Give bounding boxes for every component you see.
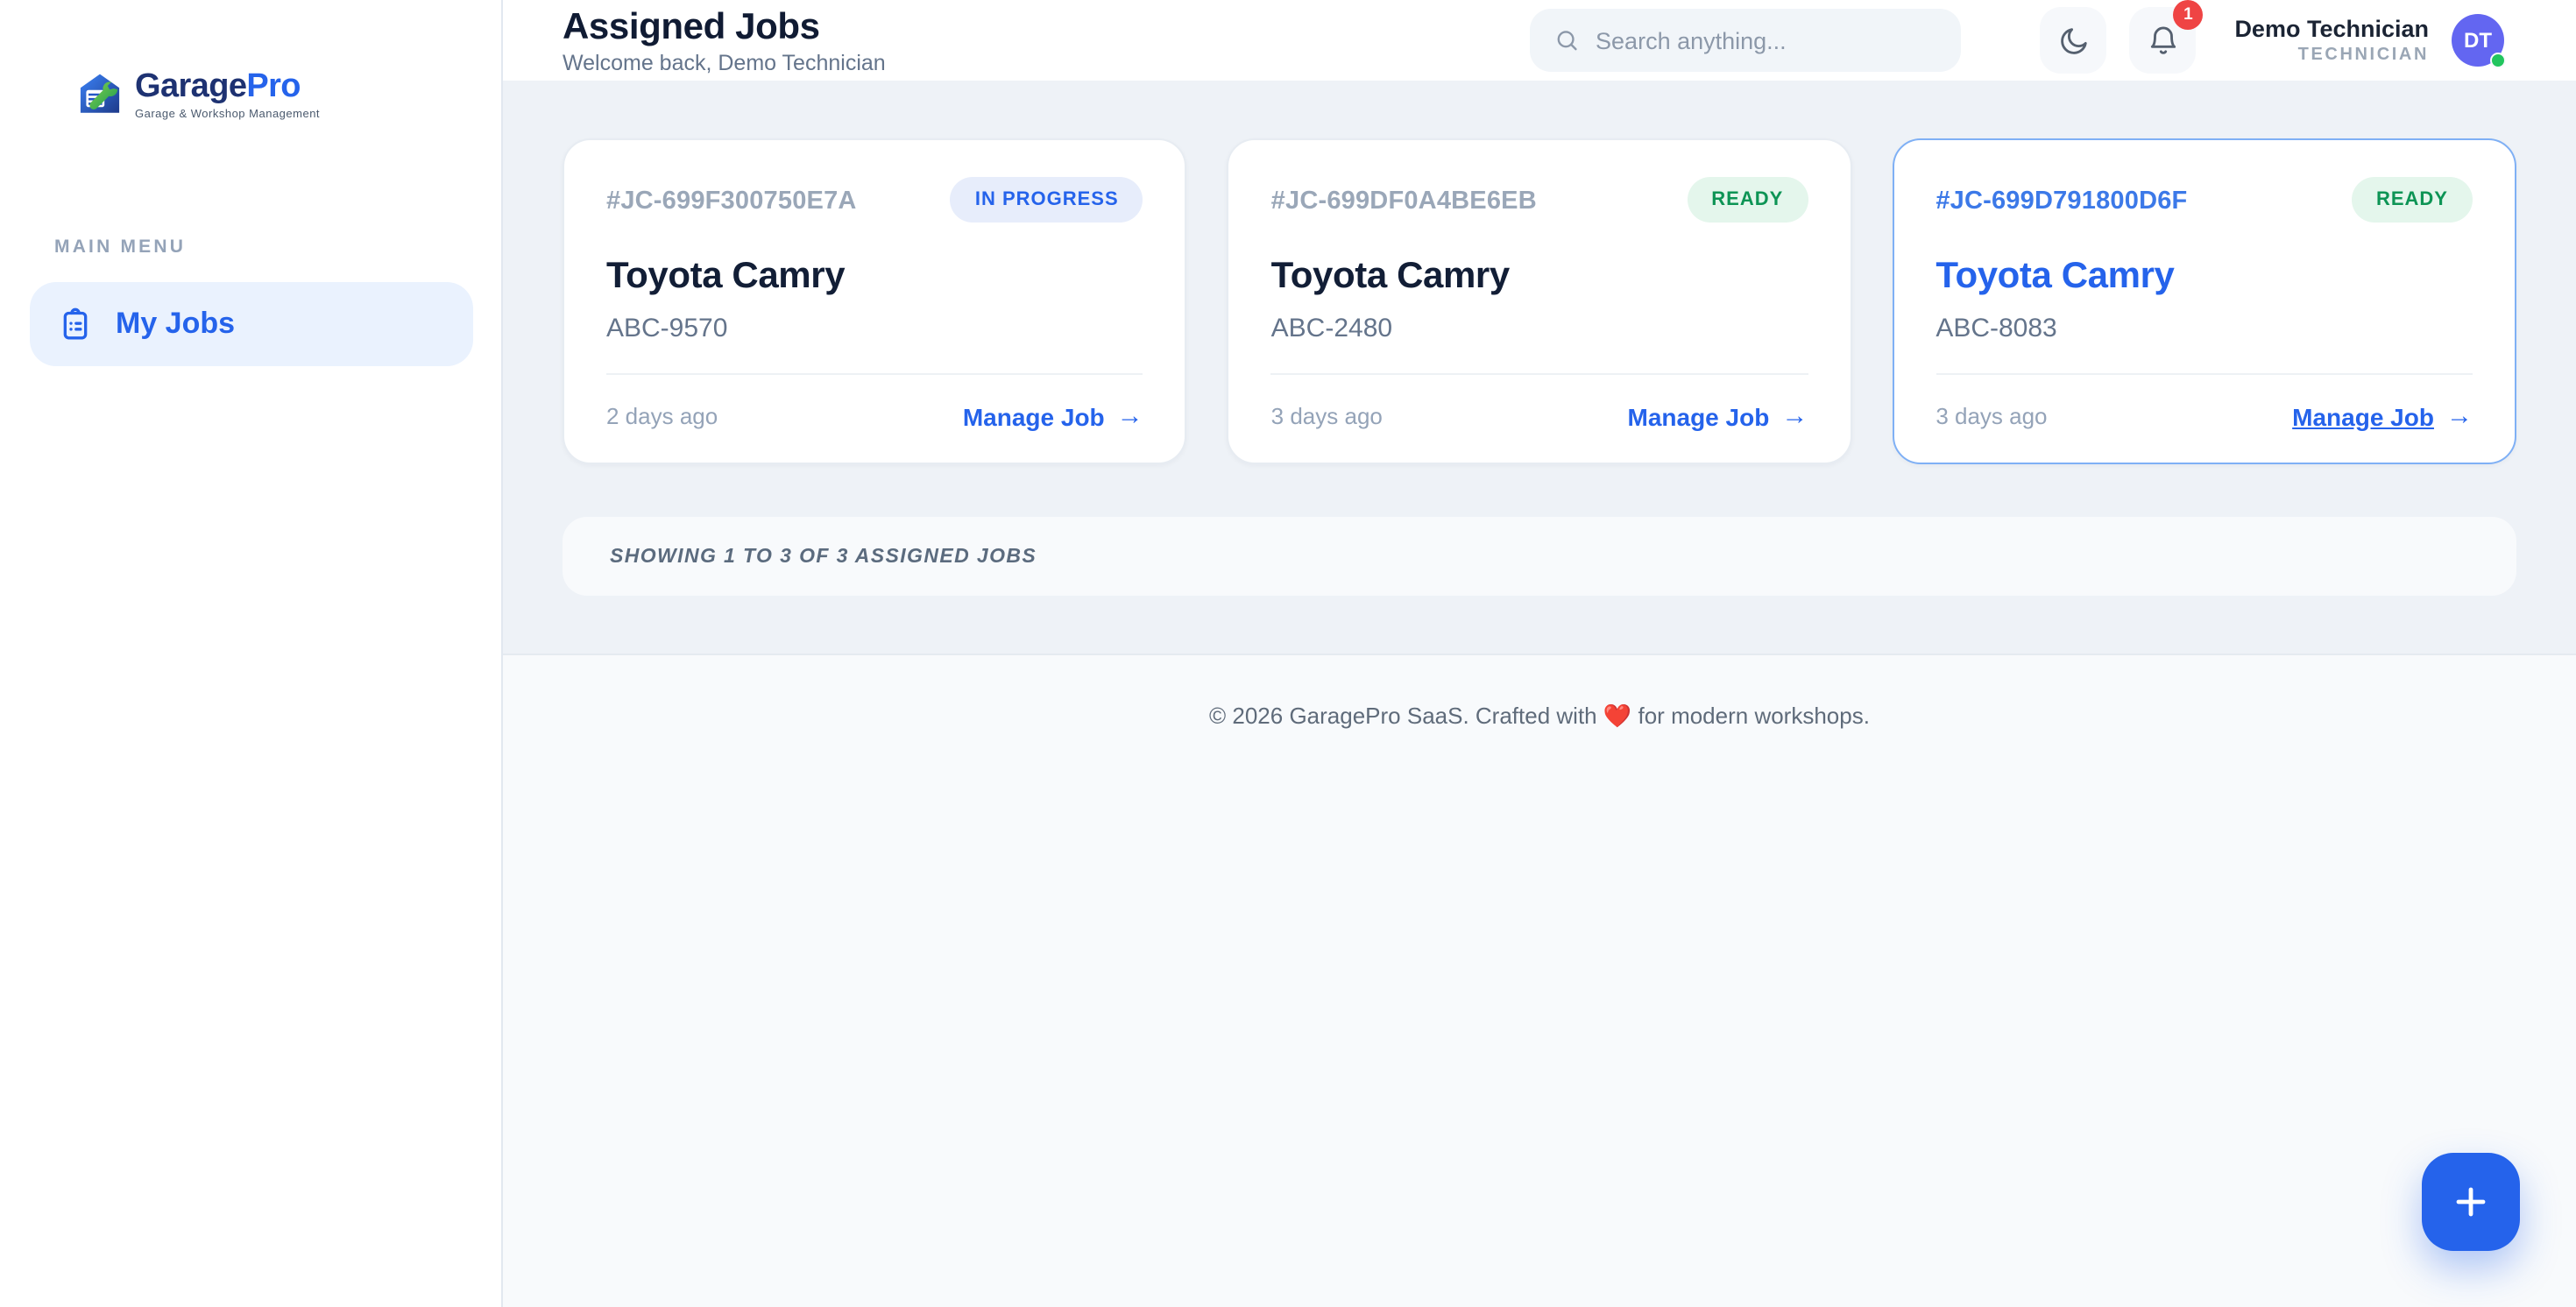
user-info: Demo Technician TECHNICIAN (2234, 16, 2429, 65)
arrow-right-icon: → (1116, 401, 1143, 431)
sidebar-item-label: My Jobs (116, 307, 236, 340)
status-badge: READY (1687, 177, 1808, 223)
search-icon (1558, 31, 1578, 51)
top-bar: Assigned Jobs Welcome back, Demo Technic… (503, 0, 2576, 81)
manage-job-button[interactable]: Manage Job → (2292, 401, 2473, 431)
manage-job-button[interactable]: Manage Job → (1627, 401, 1808, 431)
brand-name-accent: Pro (246, 68, 301, 105)
vehicle-name: Toyota Camry (1936, 256, 2175, 296)
card-divider (606, 373, 1143, 375)
job-card[interactable]: #JC-699F300750E7A IN PROGRESS Toyota Cam… (563, 138, 1187, 464)
job-id: #JC-699DF0A4BE6EB (1270, 187, 1537, 215)
card-divider (1936, 373, 2473, 375)
online-status-dot (2490, 53, 2506, 68)
license-plate: ABC-8083 (1936, 314, 2057, 343)
footer: © 2026 GaragePro SaaS. Crafted with ❤️ f… (503, 655, 2576, 1307)
job-card[interactable]: #JC-699DF0A4BE6EB READY Toyota Camry ABC… (1227, 138, 1852, 464)
main-column: Assigned Jobs Welcome back, Demo Technic… (503, 0, 2576, 1307)
job-age: 3 days ago (1936, 403, 2048, 429)
notifications-button[interactable]: 1 (2129, 0, 2204, 74)
arrow-right-icon: → (2445, 401, 2473, 431)
brand-tagline: Garage & Workshop Management (135, 109, 321, 121)
license-plate: ABC-9570 (606, 314, 728, 343)
sidebar-section-label: MAIN MENU (54, 237, 187, 258)
jobs-section: #JC-699F300750E7A IN PROGRESS Toyota Cam… (503, 81, 2576, 655)
footer-text: © 2026 GaragePro SaaS. Crafted with ❤️ f… (1209, 703, 1870, 729)
plus-icon (2456, 1187, 2486, 1217)
job-age: 3 days ago (1270, 403, 1383, 429)
user-role: TECHNICIAN (2297, 46, 2429, 65)
brand-logo[interactable]: GaragePro Garage & Workshop Management (77, 68, 501, 121)
bell-icon (2150, 25, 2176, 53)
clipboard-list-icon (63, 307, 88, 340)
user-name: Demo Technician (2234, 16, 2429, 42)
notification-count-badge: 1 (2173, 0, 2204, 30)
status-badge: IN PROGRESS (950, 177, 1143, 223)
brand-logo-text: GaragePro Garage & Workshop Management (135, 68, 321, 121)
job-id: #JC-699F300750E7A (606, 187, 857, 215)
job-card-highlighted[interactable]: #JC-699D791800D6F READY Toyota Camry ABC… (1892, 138, 2516, 464)
manage-job-button[interactable]: Manage Job → (962, 401, 1143, 431)
page-subtitle: Welcome back, Demo Technician (563, 50, 886, 74)
dark-mode-toggle-button[interactable] (2040, 7, 2107, 74)
results-summary-text: SHOWING 1 TO 3 OF 3 ASSIGNED JOBS (610, 546, 1037, 567)
job-cards: #JC-699F300750E7A IN PROGRESS Toyota Cam… (563, 138, 2516, 464)
add-job-fab-button[interactable] (2422, 1153, 2520, 1251)
page-heading: Assigned Jobs Welcome back, Demo Technic… (563, 6, 886, 74)
sidebar-item-my-jobs[interactable]: My Jobs (30, 282, 473, 366)
job-age: 2 days ago (606, 403, 718, 429)
license-plate: ABC-2480 (1270, 314, 1393, 343)
arrow-right-icon: → (1781, 401, 1808, 431)
sidebar: GaragePro Garage & Workshop Management M… (0, 0, 503, 1307)
moon-icon (2060, 27, 2087, 53)
top-bar-actions: 1 Demo Technician TECHNICIAN DT (1530, 0, 2506, 74)
search-input[interactable] (1596, 27, 1937, 53)
garagepro-logo-icon (80, 74, 120, 113)
page-title: Assigned Jobs (563, 6, 820, 46)
vehicle-name: Toyota Camry (606, 256, 846, 296)
status-badge: READY (2351, 177, 2473, 223)
card-divider (1270, 373, 1808, 375)
heart-icon: ❤️ (1603, 703, 1632, 729)
results-summary-bar: SHOWING 1 TO 3 OF 3 ASSIGNED JOBS (563, 517, 2516, 596)
vehicle-name: Toyota Camry (1270, 256, 1511, 296)
search-bar[interactable] (1530, 9, 1962, 72)
brand-name-primary: Garage (135, 68, 247, 105)
job-id: #JC-699D791800D6F (1936, 187, 2188, 215)
avatar-wrap: DT (2452, 14, 2506, 68)
